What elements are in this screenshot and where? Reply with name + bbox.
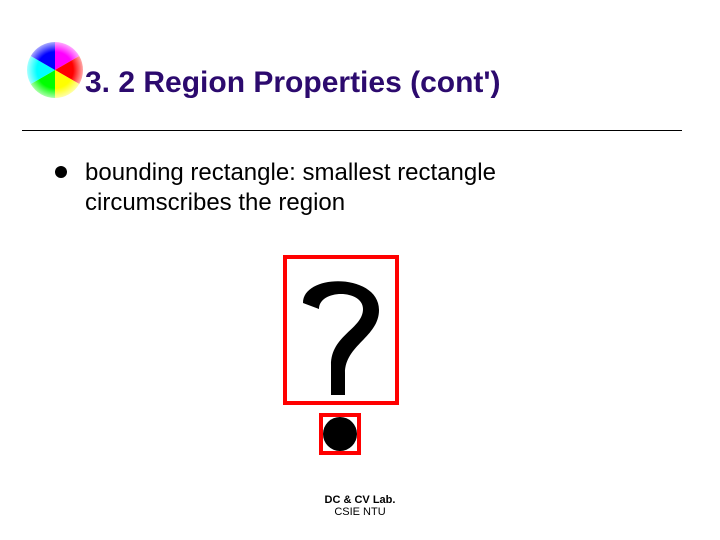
bullet-marker bbox=[55, 166, 67, 178]
footer-dept: CSIE NTU bbox=[0, 506, 720, 518]
question-mark-hook bbox=[283, 255, 399, 405]
bullet-item: bounding rectangle: smallest rectangle c… bbox=[55, 158, 625, 218]
color-wheel-logo bbox=[25, 40, 85, 100]
slide-title: 3. 2 Region Properties (cont') bbox=[85, 66, 501, 100]
footer: DC & CV Lab. CSIE NTU bbox=[0, 494, 720, 518]
bounding-rectangle-figure bbox=[283, 255, 399, 455]
title-underline bbox=[22, 130, 682, 131]
question-mark-dot bbox=[323, 417, 357, 451]
footer-lab: DC & CV Lab. bbox=[0, 494, 720, 506]
bullet-text: bounding rectangle: smallest rectangle c… bbox=[85, 158, 625, 218]
